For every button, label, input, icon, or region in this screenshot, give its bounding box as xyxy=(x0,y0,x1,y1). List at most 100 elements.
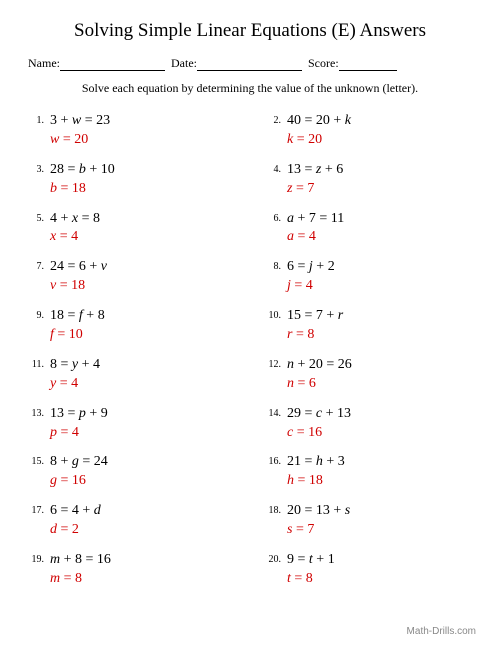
answer-val: = 20 xyxy=(59,132,88,147)
problem-body: 4 + x = 8x = 4 xyxy=(50,210,235,248)
answer: d = 2 xyxy=(50,521,235,540)
answer: g = 16 xyxy=(50,472,235,491)
equation: 8 = y + 4 xyxy=(50,356,235,375)
problem: 17.6 = 4 + dd = 2 xyxy=(28,502,235,540)
answer-val: = 7 xyxy=(292,522,314,537)
problem-body: m + 8 = 16 m = 8 xyxy=(50,551,235,589)
answer-val: = 4 xyxy=(291,278,313,293)
answer: m = 8 xyxy=(50,570,235,589)
equation-var: r xyxy=(338,308,343,323)
equation-var: g xyxy=(72,454,79,469)
answer: c = 16 xyxy=(287,424,472,443)
answer: f = 10 xyxy=(50,326,235,345)
equation-var: m xyxy=(50,552,60,567)
answer-val: = 16 xyxy=(57,473,86,488)
problem: 18.20 = 13 + ss = 7 xyxy=(265,502,472,540)
problem-number: 10. xyxy=(265,307,287,345)
problem-number: 11. xyxy=(28,356,50,394)
problem: 19.m + 8 = 16 m = 8 xyxy=(28,551,235,589)
equation-var: n xyxy=(287,357,294,372)
problem: 3.28 = b + 10b = 18 xyxy=(28,161,235,199)
answer-val: = 4 xyxy=(56,376,78,391)
answer-val: = 20 xyxy=(293,132,322,147)
answer-var: n xyxy=(287,376,294,391)
problem-number: 7. xyxy=(28,258,50,296)
answer: b = 18 xyxy=(50,180,235,199)
problem-body: 9 = t + 1t = 8 xyxy=(287,551,472,589)
equation: 24 = 6 + v xyxy=(50,258,235,277)
equation-post: + 13 xyxy=(322,406,351,421)
problem-body: 8 + g = 24g = 16 xyxy=(50,453,235,491)
answer: r = 8 xyxy=(287,326,472,345)
answer-var: w xyxy=(50,132,59,147)
problem-number: 17. xyxy=(28,502,50,540)
answer-var: h xyxy=(287,473,294,488)
problem: 5.4 + x = 8x = 4 xyxy=(28,210,235,248)
answer-val: = 16 xyxy=(293,425,322,440)
equation: 28 = b + 10 xyxy=(50,161,235,180)
problem-number: 18. xyxy=(265,502,287,540)
page-title: Solving Simple Linear Equations (E) Answ… xyxy=(28,20,472,42)
equation-pre: 21 = xyxy=(287,454,316,469)
equation-pre: 40 = 20 + xyxy=(287,113,345,128)
problem-number: 14. xyxy=(265,405,287,443)
problem-number: 19. xyxy=(28,551,50,589)
equation-post: + 2 xyxy=(313,259,335,274)
equation-pre: 6 = 4 + xyxy=(50,503,94,518)
equation-post: = 23 xyxy=(81,113,110,128)
problem-body: 13 = z + 6z = 7 xyxy=(287,161,472,199)
answer-val: = 8 xyxy=(291,571,313,586)
score-field: Score: xyxy=(308,56,397,71)
problem-body: 6 = j + 2j = 4 xyxy=(287,258,472,296)
problem-number: 12. xyxy=(265,356,287,394)
equation-post: + 3 xyxy=(323,454,345,469)
footer-text: Math-Drills.com xyxy=(407,626,476,637)
answer-var: p xyxy=(50,425,57,440)
problem-number: 15. xyxy=(28,453,50,491)
date-label: Date: xyxy=(171,56,197,71)
answer-var: a xyxy=(287,229,294,244)
problem: 15.8 + g = 24g = 16 xyxy=(28,453,235,491)
problem-body: 18 = f + 8f = 10 xyxy=(50,307,235,345)
answer: s = 7 xyxy=(287,521,472,540)
equation: n + 20 = 26 xyxy=(287,356,472,375)
equation-post: + 8 xyxy=(83,308,105,323)
problem: 10.15 = 7 + r r = 8 xyxy=(265,307,472,345)
answer-val: = 18 xyxy=(294,473,323,488)
equation-pre: 8 + xyxy=(50,454,72,469)
answer-val: = 10 xyxy=(54,327,83,342)
equation: 9 = t + 1 xyxy=(287,551,472,570)
name-line xyxy=(60,59,165,71)
name-field: Name: xyxy=(28,56,165,71)
problem-body: 40 = 20 + kk = 20 xyxy=(287,112,472,150)
problem: 9.18 = f + 8f = 10 xyxy=(28,307,235,345)
answer-val: = 4 xyxy=(56,229,78,244)
answer: h = 18 xyxy=(287,472,472,491)
equation-var: b xyxy=(79,162,86,177)
equation-pre: 15 = 7 + xyxy=(287,308,338,323)
problem-number: 9. xyxy=(28,307,50,345)
answer: v = 18 xyxy=(50,277,235,296)
equation: 6 = j + 2 xyxy=(287,258,472,277)
answer-val: = 18 xyxy=(57,181,86,196)
date-field: Date: xyxy=(171,56,302,71)
equation: 3 + w = 23 xyxy=(50,112,235,131)
problem: 12.n + 20 = 26n = 6 xyxy=(265,356,472,394)
equation-post: + 20 = 26 xyxy=(294,357,352,372)
answer-val: = 2 xyxy=(57,522,79,537)
equation-var: p xyxy=(79,406,86,421)
equation: 29 = c + 13 xyxy=(287,405,472,424)
problem-body: 6 = 4 + dd = 2 xyxy=(50,502,235,540)
answer-val: = 8 xyxy=(292,327,314,342)
answer-var: b xyxy=(50,181,57,196)
instruction-text: Solve each equation by determining the v… xyxy=(28,81,472,96)
answer: z = 7 xyxy=(287,180,472,199)
equation-pre: 18 = xyxy=(50,308,79,323)
equation-post: = 8 xyxy=(78,211,100,226)
answer: k = 20 xyxy=(287,131,472,150)
equation-post: + 8 = 16 xyxy=(60,552,111,567)
problem-body: 24 = 6 + vv = 18 xyxy=(50,258,235,296)
equation-pre: 8 = xyxy=(50,357,72,372)
problem-number: 5. xyxy=(28,210,50,248)
answer: x = 4 xyxy=(50,228,235,247)
